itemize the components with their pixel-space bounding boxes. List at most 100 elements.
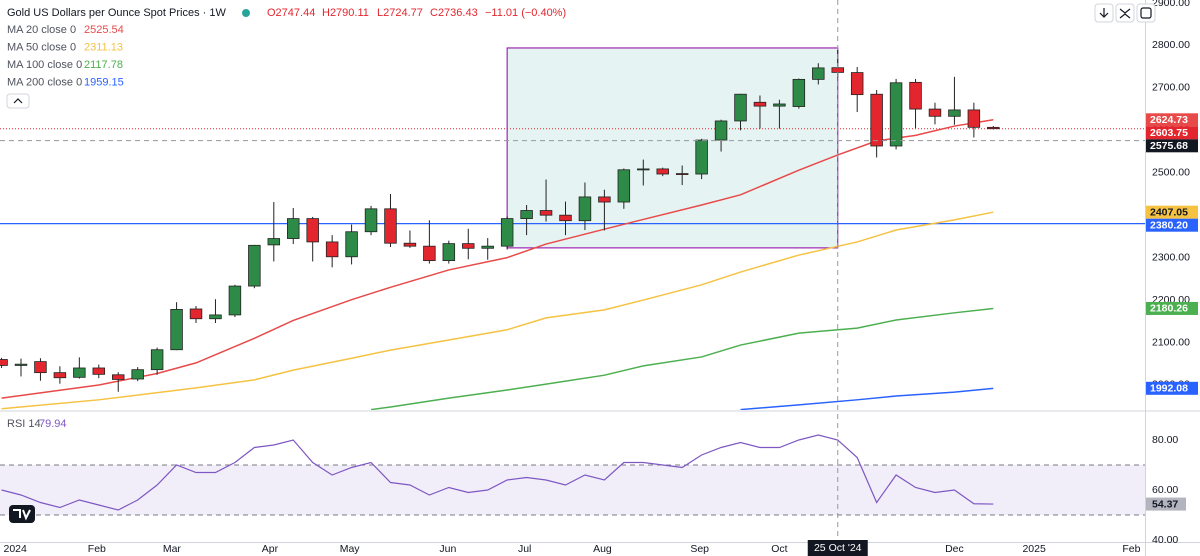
candle-body bbox=[909, 81, 922, 110]
candle-body bbox=[617, 169, 631, 203]
candle-body bbox=[14, 363, 28, 366]
x-tick-label: 2024 bbox=[3, 543, 27, 555]
candle-body bbox=[423, 245, 436, 262]
price-badge-label: 1992.08 bbox=[1150, 383, 1188, 395]
candle-body bbox=[170, 309, 183, 351]
candle-body bbox=[948, 109, 961, 117]
axes: 2000.002100.002200.002300.002400.002500.… bbox=[3, 0, 1198, 556]
legend-value: 2525.54 bbox=[84, 24, 124, 36]
legend-toggle[interactable] bbox=[6, 93, 30, 109]
x-tick-label: Apr bbox=[262, 543, 279, 555]
candle-body bbox=[850, 72, 864, 96]
rsi-tick-label: 60.00 bbox=[1152, 484, 1178, 496]
legend-value: 2311.13 bbox=[84, 41, 123, 53]
rsi-legend-name: RSI 14 bbox=[7, 418, 41, 430]
x-tick-label: Sep bbox=[690, 543, 709, 555]
candle-body bbox=[189, 308, 203, 320]
candle-body bbox=[111, 374, 125, 380]
candle-body bbox=[812, 67, 825, 80]
candle-body bbox=[403, 242, 417, 247]
candle-body bbox=[287, 218, 300, 239]
moving-average-line bbox=[370, 307, 994, 410]
y-tick-label: 2900.00 bbox=[1152, 0, 1190, 9]
legend-name: MA 20 close 0 bbox=[7, 24, 76, 36]
candle-body bbox=[228, 285, 242, 316]
legend-name: MA 100 close 0 bbox=[7, 59, 82, 71]
legend-value: 2117.78 bbox=[84, 59, 123, 71]
candle-body bbox=[928, 108, 942, 117]
candle-body bbox=[462, 243, 475, 249]
candle-body bbox=[753, 101, 767, 107]
toggle-button[interactable] bbox=[6, 93, 30, 109]
price-badge bbox=[1146, 205, 1198, 219]
y-tick-label: 2800.00 bbox=[1152, 39, 1190, 51]
candle-body bbox=[73, 367, 86, 378]
tv-logo bbox=[9, 505, 35, 523]
candle-body bbox=[345, 231, 358, 258]
price-badge-label: 2380.20 bbox=[1150, 219, 1188, 231]
market-status-dot bbox=[242, 9, 250, 17]
x-tick-label: Jun bbox=[439, 543, 456, 555]
candle-body bbox=[675, 173, 689, 175]
candle-body bbox=[637, 168, 650, 171]
settings-icon bbox=[1140, 7, 1152, 19]
x-tick-label: Dec bbox=[945, 543, 964, 555]
rsi-tick-label: 80.00 bbox=[1152, 434, 1178, 446]
ohlc-low: L2724.77 bbox=[377, 7, 423, 19]
price-badge-label: 2180.26 bbox=[1150, 303, 1188, 315]
price-badge-label: 2407.05 bbox=[1150, 206, 1188, 218]
candle-body bbox=[734, 93, 747, 122]
candle-body bbox=[539, 210, 553, 216]
candle-body bbox=[987, 126, 1000, 130]
price-badge bbox=[1146, 113, 1198, 127]
price-badge bbox=[1146, 126, 1198, 140]
legend-name: MA 200 close 0 bbox=[7, 76, 82, 88]
price-pane bbox=[0, 47, 1145, 410]
toggle-icon bbox=[13, 98, 23, 104]
candle-body bbox=[209, 314, 222, 320]
candle-body bbox=[656, 168, 669, 175]
price-badge-label: 2624.73 bbox=[1150, 114, 1188, 126]
scroll-icon bbox=[1099, 8, 1109, 18]
candle-body bbox=[131, 369, 144, 380]
ohlc-open: O2747.44 bbox=[267, 7, 315, 19]
candle-body bbox=[520, 210, 533, 219]
y-tick-label: 2100.00 bbox=[1152, 336, 1190, 348]
logo-badge bbox=[9, 505, 35, 523]
x-tick-label: Jul bbox=[518, 543, 531, 555]
range-box bbox=[506, 47, 839, 249]
candle-body bbox=[481, 245, 494, 249]
moving-average-line bbox=[1, 119, 994, 399]
rsi-pane bbox=[0, 434, 1145, 516]
price-badge-label: 2603.75 bbox=[1150, 127, 1188, 139]
x-tick-label: Feb bbox=[88, 543, 106, 555]
candle-body bbox=[248, 244, 261, 287]
legend-value: 1959.15 bbox=[84, 76, 124, 88]
candle-body bbox=[967, 109, 981, 128]
candle-body bbox=[364, 208, 378, 233]
price-badge bbox=[1146, 218, 1198, 232]
y-tick-label: 2700.00 bbox=[1152, 82, 1190, 94]
price-badge bbox=[1146, 381, 1198, 395]
candle-body bbox=[714, 120, 728, 141]
x-tick-label: Aug bbox=[593, 543, 612, 555]
price-badge bbox=[1146, 301, 1198, 315]
ohlc-high: H2790.11 bbox=[322, 7, 369, 19]
candle-body bbox=[53, 372, 67, 379]
candle-body bbox=[150, 349, 164, 371]
candle-body bbox=[92, 367, 106, 375]
ohlc-change: −11.01 (−0.40%) bbox=[485, 7, 566, 19]
rsi-badge-label: 54.37 bbox=[1152, 498, 1178, 510]
candle-body bbox=[578, 196, 592, 222]
x-tick-label: May bbox=[340, 543, 361, 555]
settings-button[interactable] bbox=[1136, 3, 1156, 23]
candle-body bbox=[792, 78, 806, 107]
candle-body bbox=[598, 196, 611, 203]
overlay-layer: Gold US Dollars per Ounce Spot Prices · … bbox=[6, 3, 1156, 523]
price-badge-label: 2575.68 bbox=[1150, 140, 1188, 152]
rsi-line bbox=[1, 434, 994, 511]
toolbar bbox=[1094, 3, 1156, 23]
